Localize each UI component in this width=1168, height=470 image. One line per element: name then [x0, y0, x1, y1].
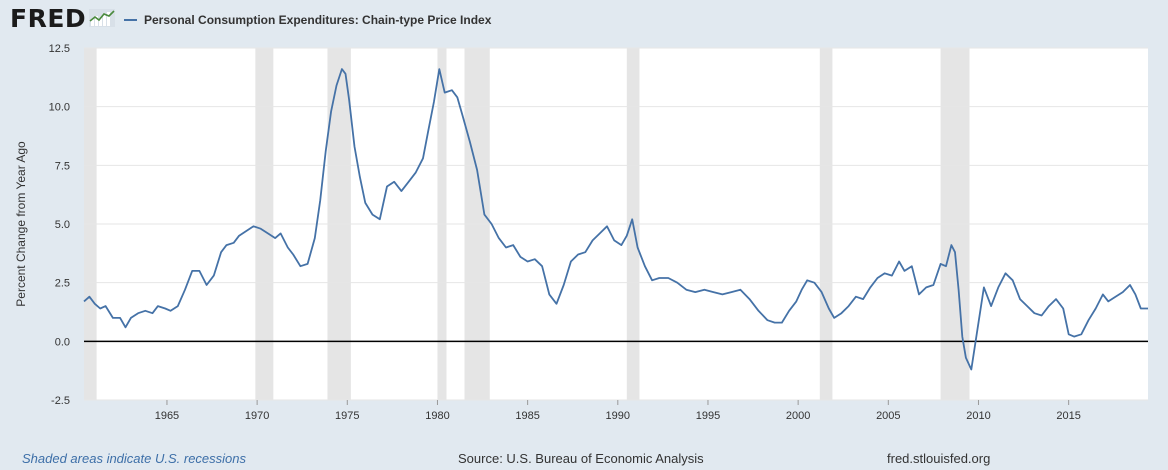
legend-series-swatch [124, 19, 137, 21]
x-axis-ticks: 1965 1970 1975 1980 1985 1990 1995 2000 2005 2010… [155, 400, 1081, 422]
x-tick-label: 2010 [966, 410, 990, 422]
recession-note: Shaded areas indicate U.S. recessions [22, 451, 247, 466]
x-tick-label: 2000 [786, 410, 810, 422]
y-tick-label: -2.5 [51, 395, 70, 407]
fred-logo[interactable]: FRED [10, 4, 87, 33]
x-tick-label: 1995 [696, 410, 720, 422]
chart-legend[interactable]: Personal Consumption Expenditures: Chain… [124, 11, 491, 29]
source-text: Source: U.S. Bureau of Economic Analysis [458, 451, 704, 466]
x-tick-label: 1980 [425, 410, 449, 422]
y-axis-ticks: 12.5 10.0 7.5 5.0 2.5 0.0 -2.5 [49, 43, 70, 407]
y-tick-label: 0.0 [55, 336, 70, 348]
x-tick-label: 1990 [606, 410, 630, 422]
x-tick-label: 1970 [245, 410, 269, 422]
legend-series-label: Personal Consumption Expenditures: Chain… [144, 13, 492, 27]
y-tick-label: 7.5 [55, 160, 70, 172]
y-tick-label: 10.0 [49, 102, 70, 114]
x-tick-label: 1965 [155, 410, 179, 422]
y-axis-title: Percent Change from Year Ago [14, 141, 28, 307]
y-tick-label: 5.0 [55, 219, 70, 231]
x-tick-label: 2005 [876, 410, 900, 422]
y-tick-label: 12.5 [49, 43, 70, 55]
x-tick-label: 1985 [515, 410, 539, 422]
series-line-pce[interactable] [83, 68, 1148, 371]
y-tick-label: 2.5 [55, 278, 70, 290]
chart-header: FRED Personal Consumption Expenditures: … [0, 0, 1168, 40]
x-tick-label: 2015 [1056, 410, 1080, 422]
site-link[interactable]: fred.stlouisfed.org [887, 451, 991, 466]
fred-logo-graph-icon [89, 9, 115, 27]
x-tick-label: 1975 [335, 410, 359, 422]
